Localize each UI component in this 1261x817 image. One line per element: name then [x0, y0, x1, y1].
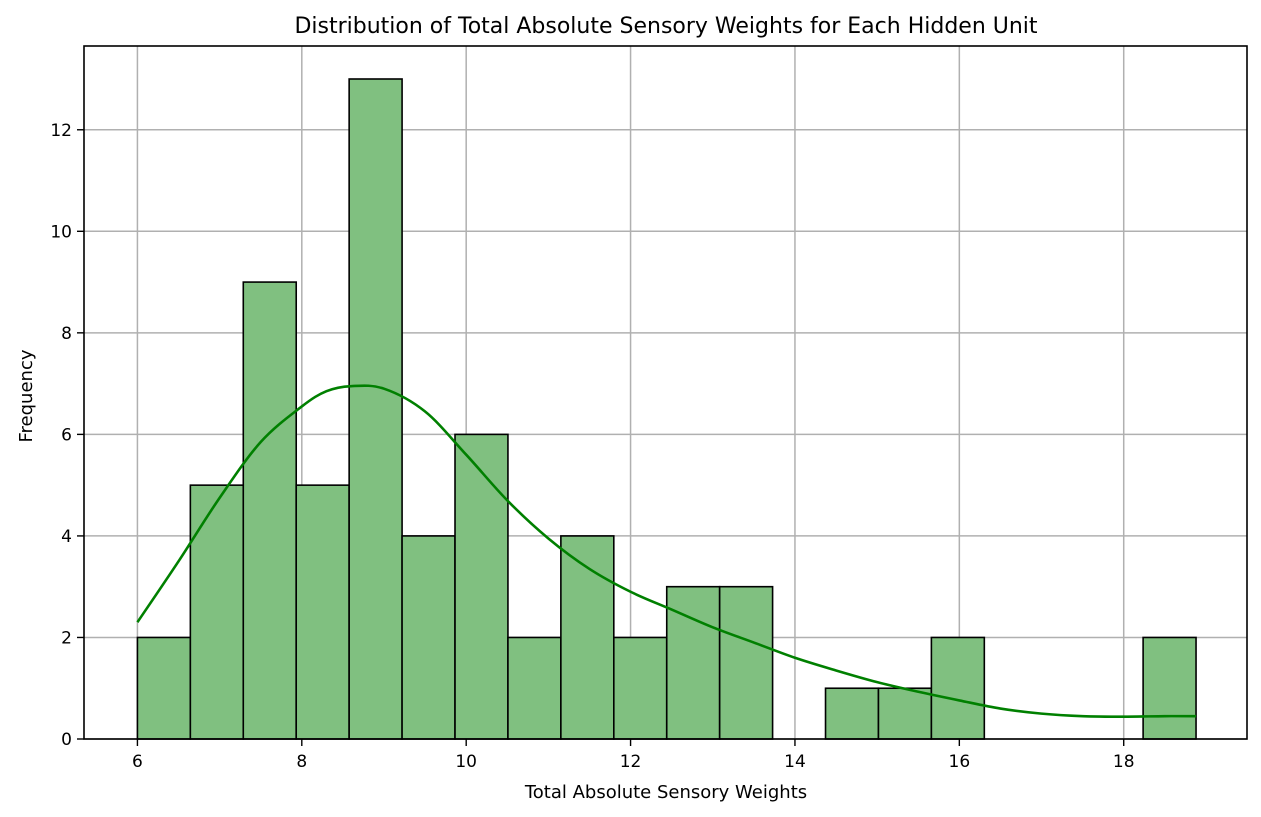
y-tick-label: 8: [61, 324, 72, 344]
x-axis-label: Total Absolute Sensory Weights: [524, 782, 807, 803]
x-tick-label: 12: [620, 752, 642, 772]
histogram-bar: [454, 433, 509, 740]
plot-frame: [83, 45, 1248, 740]
y-tick-label: 0: [61, 730, 72, 750]
x-tick-label: 18: [1113, 752, 1135, 772]
x-tick-label: 16: [949, 752, 971, 772]
y-tick-label: 6: [61, 425, 72, 445]
kde-curve: [136, 384, 1197, 718]
histogram-bar: [401, 535, 456, 740]
bars: [136, 78, 1197, 740]
x-tick-label: 8: [296, 752, 307, 772]
x-tick-label: 10: [455, 752, 477, 772]
histogram-bar: [136, 636, 192, 740]
y-tick-label: 4: [61, 527, 72, 547]
histogram-bar: [877, 687, 933, 740]
y-axis-ticks: 0 2 4 6 8 10 12: [50, 121, 84, 750]
x-tick-label: 6: [132, 752, 143, 772]
histogram-bar: [507, 636, 562, 740]
x-tick-label: 14: [784, 752, 806, 772]
y-tick-label: 12: [50, 121, 72, 141]
histogram-bar: [189, 484, 245, 740]
chart-title: Distribution of Total Absolute Sensory W…: [294, 14, 1037, 39]
histogram-bar: [1142, 636, 1197, 740]
y-axis-label: Frequency: [16, 349, 37, 442]
y-tick-label: 10: [50, 222, 72, 242]
histogram-bar: [242, 281, 298, 740]
histogram-bar: [824, 687, 880, 740]
y-tick-label: 2: [61, 628, 72, 648]
histogram-bar: [295, 484, 350, 740]
histogram-bar: [348, 78, 403, 740]
x-axis-ticks: 6 8 10 12 14 16 18: [132, 739, 1135, 772]
histogram-bar: [718, 585, 774, 740]
histogram-bar: [930, 636, 986, 740]
histogram-bar: [613, 636, 668, 740]
